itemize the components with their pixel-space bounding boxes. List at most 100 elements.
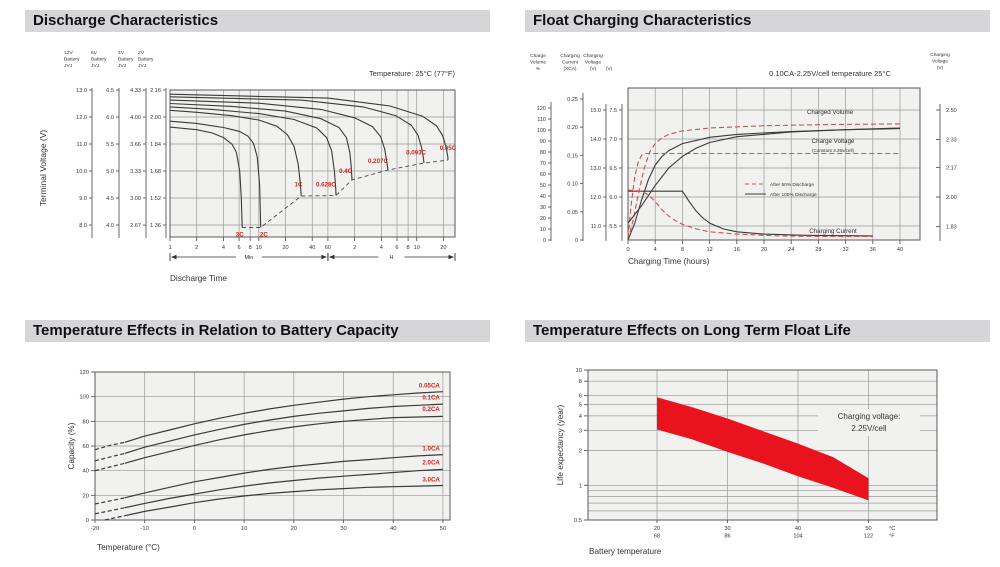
- panel-discharge: Discharge Characteristics 12V Battery JVJ 1…: [0, 0, 500, 305]
- y-tick-label: 9.0: [79, 196, 87, 202]
- curve-2C: [169, 120, 262, 228]
- y-tick-label: 120: [79, 370, 89, 376]
- y-tick-label: 2.17: [946, 165, 957, 171]
- curve-label-1C: 1C: [295, 182, 303, 189]
- x-unit-fahrenheit: °F: [889, 534, 895, 540]
- section-header-float-life: Temperature Effects on Long Term Float L…: [525, 320, 990, 342]
- axis-header: Charging: [583, 53, 603, 59]
- x-tick-label: -10: [141, 526, 149, 532]
- section-title: Discharge Characteristics: [33, 12, 219, 29]
- axis-header: Charge: [530, 53, 546, 59]
- section-title: Float Charging Characteristics: [533, 12, 752, 29]
- y-tick-label: 6: [579, 394, 582, 400]
- y-tick-label: 4.5: [106, 196, 114, 202]
- curve-0.1CA-dashed: [94, 452, 125, 462]
- x-tick-label: 40: [390, 526, 396, 532]
- y-tick-label: 12.0: [590, 195, 601, 201]
- section-header-discharge: Discharge Characteristics: [25, 10, 490, 32]
- axis-header: Charging: [930, 52, 950, 58]
- arrowhead: [171, 254, 177, 260]
- y-tick-label: 90: [540, 139, 546, 145]
- curve-0.207C: [169, 99, 389, 171]
- column-header: 4V: [118, 50, 125, 56]
- y-tick-label: 0.5: [574, 518, 582, 524]
- x-tick-label: 60: [325, 245, 331, 251]
- y-tick-label: 0.15: [567, 153, 578, 159]
- annotation-line2: 2.25V/cell: [851, 424, 886, 433]
- plot-area: [628, 88, 920, 240]
- y-tick-label: 10: [540, 227, 546, 233]
- y-tick-label: 7.5: [609, 108, 617, 114]
- y-tick-label: 0: [86, 518, 89, 524]
- x-tick-label: 10: [241, 526, 247, 532]
- annotation-line1: Charging voltage:: [838, 412, 901, 421]
- column-header: JVJ: [118, 63, 127, 69]
- annotation-bg: [818, 409, 920, 436]
- panel-temp-capacity: Temperature Effects in Relation to Batte…: [0, 310, 500, 567]
- y-tick-label: 110: [537, 117, 546, 123]
- y-tick-label: 3.33: [130, 169, 141, 175]
- float-charging-chart: ChargeVolume%120110100908070605040302010…: [530, 52, 957, 266]
- axis-header: %: [536, 66, 541, 72]
- curve-charging-current-50: [627, 189, 873, 237]
- y-tick-label: 0: [575, 238, 578, 244]
- y-tick-label: 20: [83, 493, 89, 499]
- x-tick-label: 1: [168, 245, 171, 251]
- plot-border: [587, 369, 938, 521]
- x-axis-title: Temperature (°C): [97, 543, 160, 552]
- column-header: JVJ: [138, 63, 147, 69]
- y-tick-label: 4.00: [130, 115, 141, 121]
- y-axis: 0 20 40 60 80 100 120: [79, 370, 95, 524]
- column-header: Battery: [64, 56, 80, 62]
- x-tick-label: 6: [238, 245, 241, 251]
- axis-header: (V): [590, 66, 597, 72]
- x-axis: 20 68 30 86 40 104 50 122 °C °F: [654, 520, 895, 540]
- x-tick-label: 6: [395, 245, 398, 251]
- charging-curves: [627, 123, 901, 241]
- curve-0.2CA-dashed: [94, 462, 125, 472]
- x-axis-title: Discharge Time: [170, 274, 227, 283]
- x-tick-label-celsius: 30: [724, 526, 730, 532]
- y-tick-label: 60: [83, 444, 89, 450]
- x-tick-label-fahrenheit: 104: [793, 534, 802, 540]
- x-tick-label: -20: [91, 526, 99, 532]
- x-tick-label: 20: [291, 526, 297, 532]
- annotation-charging-voltage: Charging voltage: 2.25V/cell: [818, 409, 920, 436]
- y-tick-label: 2: [579, 449, 582, 455]
- y-tick-label: 30: [540, 205, 546, 211]
- curve-label-0.628C: 0.628C: [316, 182, 336, 189]
- section-header-float-charging: Float Charging Characteristics: [525, 10, 990, 32]
- y-tick-label: 2.50: [946, 108, 957, 114]
- y-tick-label: 2.00: [946, 195, 957, 201]
- curve-label-3.0CA: 3.0CA: [422, 476, 440, 483]
- temperature-capacity-chart: 0 20 40 60 80 100 120 -20 -10 0 10 20 30 40 50 Capacity…: [67, 370, 451, 552]
- x-tick-label-celsius: 40: [795, 526, 801, 532]
- range-label: H: [389, 255, 393, 261]
- annotation-constant: (Constant 2.25v/cell): [812, 148, 855, 153]
- curve-1.0CA-dashed: [94, 497, 125, 505]
- curve-label-0.05CA: 0.05CA: [419, 383, 441, 390]
- x-tick-label-celsius: 20: [654, 526, 660, 532]
- capacity-plot: [94, 371, 451, 521]
- curve-2.0CA-dashed: [94, 507, 125, 515]
- legend-label: After 100% Discharge: [770, 192, 817, 198]
- x-tick-label: 0: [193, 526, 196, 532]
- y-tick-label: 0.25: [567, 97, 578, 103]
- x-tick-label: 20: [761, 247, 767, 253]
- y-tick-label: 6.5: [609, 166, 617, 172]
- curve-3.0CA-dashed: [104, 515, 125, 521]
- y-tick-label: 5.5: [106, 142, 114, 148]
- curve-charge-voltage-50: [627, 152, 900, 238]
- y-tick-label: 3.66: [130, 142, 141, 148]
- x-tick-label: 36: [870, 247, 876, 253]
- section-title: Temperature Effects in Relation to Batte…: [33, 322, 399, 339]
- curve-0.05CA: [124, 391, 443, 443]
- y-tick-label: 1: [579, 483, 582, 489]
- y-tick-label: 12.0: [76, 115, 87, 121]
- curve-0.2CA: [124, 415, 443, 464]
